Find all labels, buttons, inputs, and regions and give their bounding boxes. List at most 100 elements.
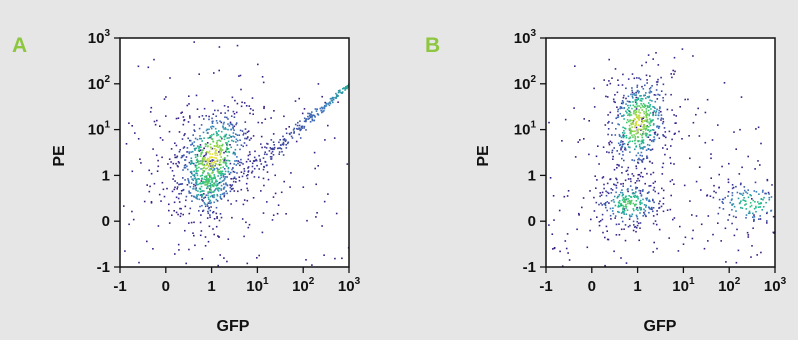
event-point [262, 81, 265, 84]
event-point [193, 170, 195, 173]
event-point [197, 183, 199, 186]
event-point [198, 146, 201, 149]
event-point [627, 110, 630, 112]
event-point [195, 161, 198, 164]
event-point [620, 204, 622, 207]
event-point [339, 89, 341, 92]
event-point [209, 214, 211, 216]
event-point [237, 162, 239, 165]
event-point [246, 177, 249, 180]
event-point [238, 75, 240, 77]
event-point [211, 134, 213, 136]
event-point [251, 172, 253, 174]
event-point [646, 199, 648, 201]
event-point [631, 192, 634, 195]
event-point [194, 244, 196, 247]
event-point [643, 106, 646, 108]
event-point [202, 164, 205, 166]
event-point [755, 210, 757, 213]
event-point [208, 185, 211, 187]
event-point [174, 253, 176, 255]
y-tick-label: 101 [88, 120, 111, 139]
event-point [646, 79, 648, 81]
event-point [215, 115, 217, 117]
event-point [214, 109, 216, 112]
event-point [225, 183, 227, 186]
event-point [239, 148, 241, 151]
event-point [548, 121, 550, 124]
event-point [198, 210, 200, 212]
event-point [149, 111, 152, 113]
event-point [262, 168, 265, 171]
event-point [588, 120, 590, 122]
event-point [610, 188, 612, 190]
event-point [639, 128, 641, 131]
event-point [645, 111, 647, 114]
event-point [638, 157, 640, 160]
event-point [197, 161, 199, 163]
event-point [207, 162, 209, 164]
event-point [219, 140, 222, 142]
event-point [282, 135, 284, 138]
event-point [629, 140, 631, 143]
event-point [747, 196, 750, 199]
event-point [209, 169, 211, 171]
event-point [158, 193, 161, 196]
event-point [220, 189, 223, 191]
event-point [622, 211, 624, 214]
event-point [223, 168, 226, 170]
event-point [178, 162, 180, 164]
event-point [213, 174, 216, 176]
y-tick-label: 0 [528, 213, 536, 230]
event-point [204, 160, 207, 163]
event-point [659, 106, 661, 108]
event-point [168, 158, 171, 160]
event-point [317, 114, 320, 116]
event-point [660, 76, 662, 79]
event-point [630, 93, 632, 96]
event-point [215, 163, 217, 165]
event-point [288, 126, 290, 128]
event-point [607, 128, 610, 130]
event-point [608, 151, 610, 154]
event-point [744, 200, 747, 202]
event-point [675, 115, 677, 117]
event-point [635, 122, 637, 124]
event-point [628, 100, 630, 103]
event-point [314, 167, 316, 170]
event-point [629, 137, 631, 139]
event-point [650, 173, 652, 176]
event-point [203, 147, 205, 150]
event-point [614, 215, 617, 217]
event-point [233, 190, 236, 192]
event-point [170, 161, 172, 163]
event-point [639, 227, 641, 229]
event-point [132, 218, 135, 221]
event-point [660, 110, 662, 113]
event-point [642, 198, 644, 201]
event-point [646, 133, 648, 135]
event-point [213, 156, 216, 159]
event-point [212, 191, 214, 193]
event-point [198, 147, 200, 150]
event-point [245, 174, 248, 177]
event-point [622, 210, 624, 213]
event-point [644, 94, 646, 96]
event-point [630, 199, 633, 202]
event-point [627, 143, 629, 146]
event-point [751, 245, 753, 247]
event-point [306, 219, 308, 222]
event-point [620, 212, 623, 214]
event-point [216, 195, 219, 197]
event-point [209, 182, 211, 185]
event-point [753, 207, 756, 210]
event-point [642, 117, 645, 119]
event-point [604, 203, 606, 205]
event-point [282, 154, 285, 156]
event-point [652, 199, 654, 202]
event-point [203, 118, 205, 120]
event-point [203, 190, 205, 192]
event-point [619, 107, 621, 110]
event-point [627, 95, 630, 98]
event-point [213, 145, 216, 147]
